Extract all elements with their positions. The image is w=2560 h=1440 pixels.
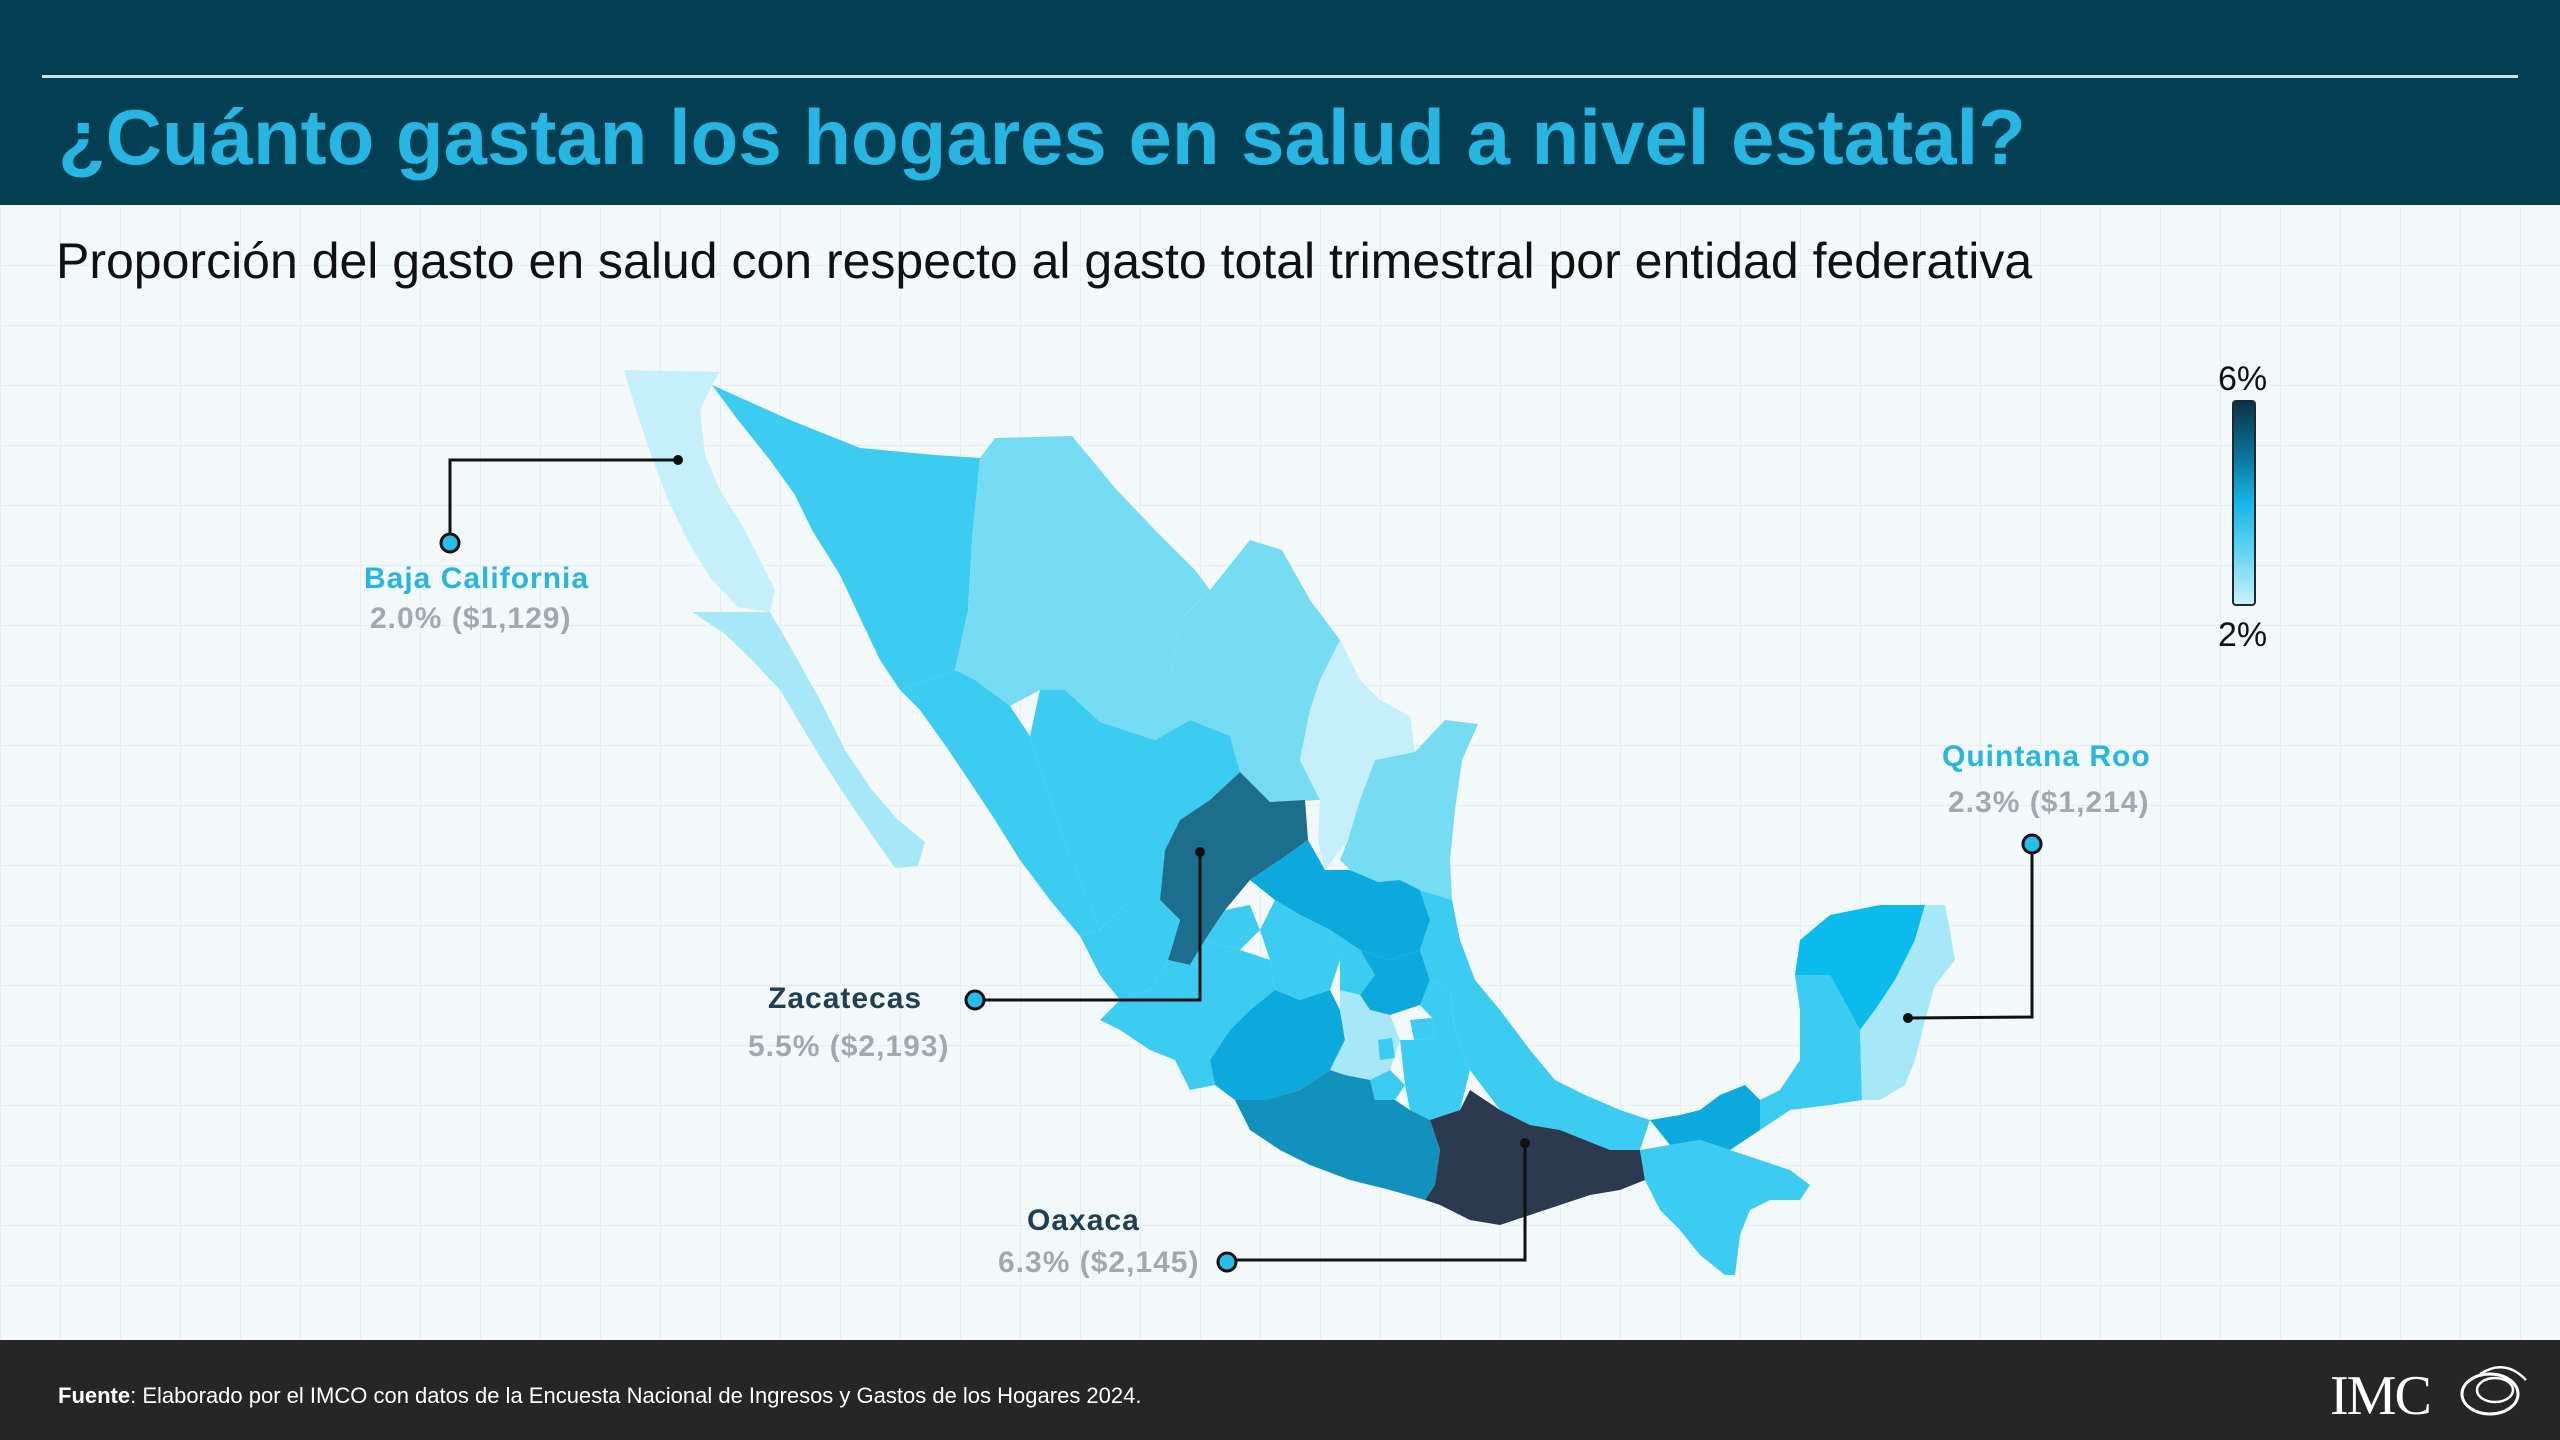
state-baja-california-sur[interactable] xyxy=(692,612,925,868)
legend-max-label: 6% xyxy=(2218,360,2268,398)
state-michoacan[interactable] xyxy=(1210,990,1345,1100)
state-tlaxcala[interactable] xyxy=(1410,1018,1436,1040)
leader-zacatecas xyxy=(975,852,1202,1002)
state-quintana-roo[interactable] xyxy=(1860,905,1955,1100)
callout-zacatecas-value: 5.5% ($2,193) xyxy=(748,1030,950,1063)
callout-quintana-roo-name: Quintana Roo xyxy=(1942,740,2151,773)
callout-zacatecas-name: Zacatecas xyxy=(768,982,923,1015)
state-morelos[interactable] xyxy=(1370,1070,1405,1100)
anchor-dot-zacatecas xyxy=(1195,847,1205,857)
source-note: Fuente: Elaborado por el IMCO con datos … xyxy=(58,1383,1141,1409)
marker-baja-california[interactable] xyxy=(439,532,461,554)
state-sonora[interactable] xyxy=(712,385,980,690)
state-veracruz[interactable] xyxy=(1420,890,1650,1150)
state-zacatecas[interactable] xyxy=(1160,772,1308,965)
state-yucatan[interactable] xyxy=(1795,905,1925,1030)
callout-oaxaca-value: 6.3% ($2,145) xyxy=(998,1246,1200,1279)
source-text: : Elaborado por el IMCO con datos de la … xyxy=(130,1383,1142,1408)
marker-quintana-roo[interactable] xyxy=(2021,833,2043,855)
state-durango[interactable] xyxy=(1030,690,1240,930)
state-aguascalientes[interactable] xyxy=(1205,905,1260,950)
callout-anchor-dots xyxy=(673,455,1913,1148)
grid-background xyxy=(0,205,2560,1340)
state-san-luis-potosi[interactable] xyxy=(1250,840,1430,960)
legend-min-label: 2% xyxy=(2218,616,2268,654)
callout-baja-california-name: Baja California xyxy=(364,562,590,595)
state-campeche[interactable] xyxy=(1760,975,1862,1130)
callout-oaxaca-name: Oaxaca xyxy=(1027,1204,1140,1237)
legend-color-scale xyxy=(2232,400,2256,606)
source-label: Fuente xyxy=(58,1383,131,1408)
imco-logo-swirl-icon xyxy=(2460,1366,2527,1416)
state-tabasco[interactable] xyxy=(1650,1085,1760,1150)
header-band: ¿Cuánto gastan los hogares en salud a ni… xyxy=(0,0,2560,205)
footer-band xyxy=(0,1340,2560,1440)
state-colima[interactable] xyxy=(1175,1060,1215,1090)
callout-baja-california-value: 2.0% ($1,129) xyxy=(370,602,572,635)
marker-zacatecas[interactable] xyxy=(964,989,986,1011)
leader-quintana-roo xyxy=(1907,844,2034,1020)
state-tamaulipas[interactable] xyxy=(1340,720,1478,900)
state-ciudad-de-mexico[interactable] xyxy=(1378,1038,1395,1060)
anchor-dot-quintana-roo xyxy=(1903,1013,1913,1023)
state-nayarit[interactable] xyxy=(1080,900,1180,1000)
state-sinaloa[interactable] xyxy=(900,670,1100,936)
state-coahuila[interactable] xyxy=(1170,540,1360,802)
header-divider xyxy=(42,75,2518,78)
chart-subtitle: Proporción del gasto en salud con respec… xyxy=(56,233,2033,289)
leader-oaxaca xyxy=(1227,1143,1527,1262)
state-puebla[interactable] xyxy=(1400,980,1470,1120)
state-guanajuato[interactable] xyxy=(1260,900,1340,1000)
state-nuevo-leon[interactable] xyxy=(1300,640,1415,870)
imco-logo-text: IMC xyxy=(2330,1365,2432,1427)
state-hidalgo[interactable] xyxy=(1360,950,1430,1015)
state-chihuahua[interactable] xyxy=(955,436,1210,740)
state-queretaro[interactable] xyxy=(1330,930,1375,995)
page-title: ¿Cuánto gastan los hogares en salud a ni… xyxy=(58,93,2026,181)
state-oaxaca[interactable] xyxy=(1425,1090,1645,1225)
callout-quintana-roo-value: 2.3% ($1,214) xyxy=(1948,786,2150,819)
state-chiapas[interactable] xyxy=(1640,1140,1810,1275)
state-guerrero[interactable] xyxy=(1235,1070,1440,1200)
leader-baja-california xyxy=(448,458,678,540)
marker-oaxaca[interactable] xyxy=(1216,1251,1238,1273)
anchor-dot-oaxaca xyxy=(1520,1138,1530,1148)
callout-leaders xyxy=(448,458,2034,1262)
callout-end-markers xyxy=(439,532,2043,1273)
state-baja-california[interactable] xyxy=(624,370,775,612)
imco-logo: IMC xyxy=(2330,1350,2530,1430)
anchor-dot-baja-california xyxy=(673,455,683,465)
